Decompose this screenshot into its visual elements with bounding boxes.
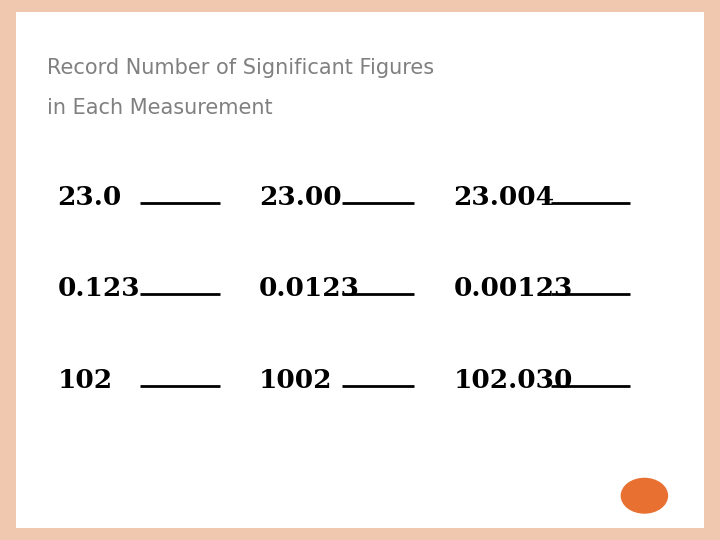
Text: 0.0123: 0.0123 [259, 276, 360, 301]
Text: 0.123: 0.123 [58, 276, 140, 301]
Text: Record Number of Significant Figures: Record Number of Significant Figures [47, 57, 434, 78]
Text: 102.030: 102.030 [454, 368, 573, 393]
Text: 23.004: 23.004 [454, 185, 554, 210]
FancyBboxPatch shape [16, 12, 704, 528]
Text: 23.00: 23.00 [259, 185, 342, 210]
Text: 23.0: 23.0 [58, 185, 122, 210]
Text: in Each Measurement: in Each Measurement [47, 98, 272, 118]
Text: 0.00123: 0.00123 [454, 276, 573, 301]
Text: 102: 102 [58, 368, 113, 393]
Text: 1002: 1002 [259, 368, 333, 393]
Circle shape [621, 478, 667, 513]
